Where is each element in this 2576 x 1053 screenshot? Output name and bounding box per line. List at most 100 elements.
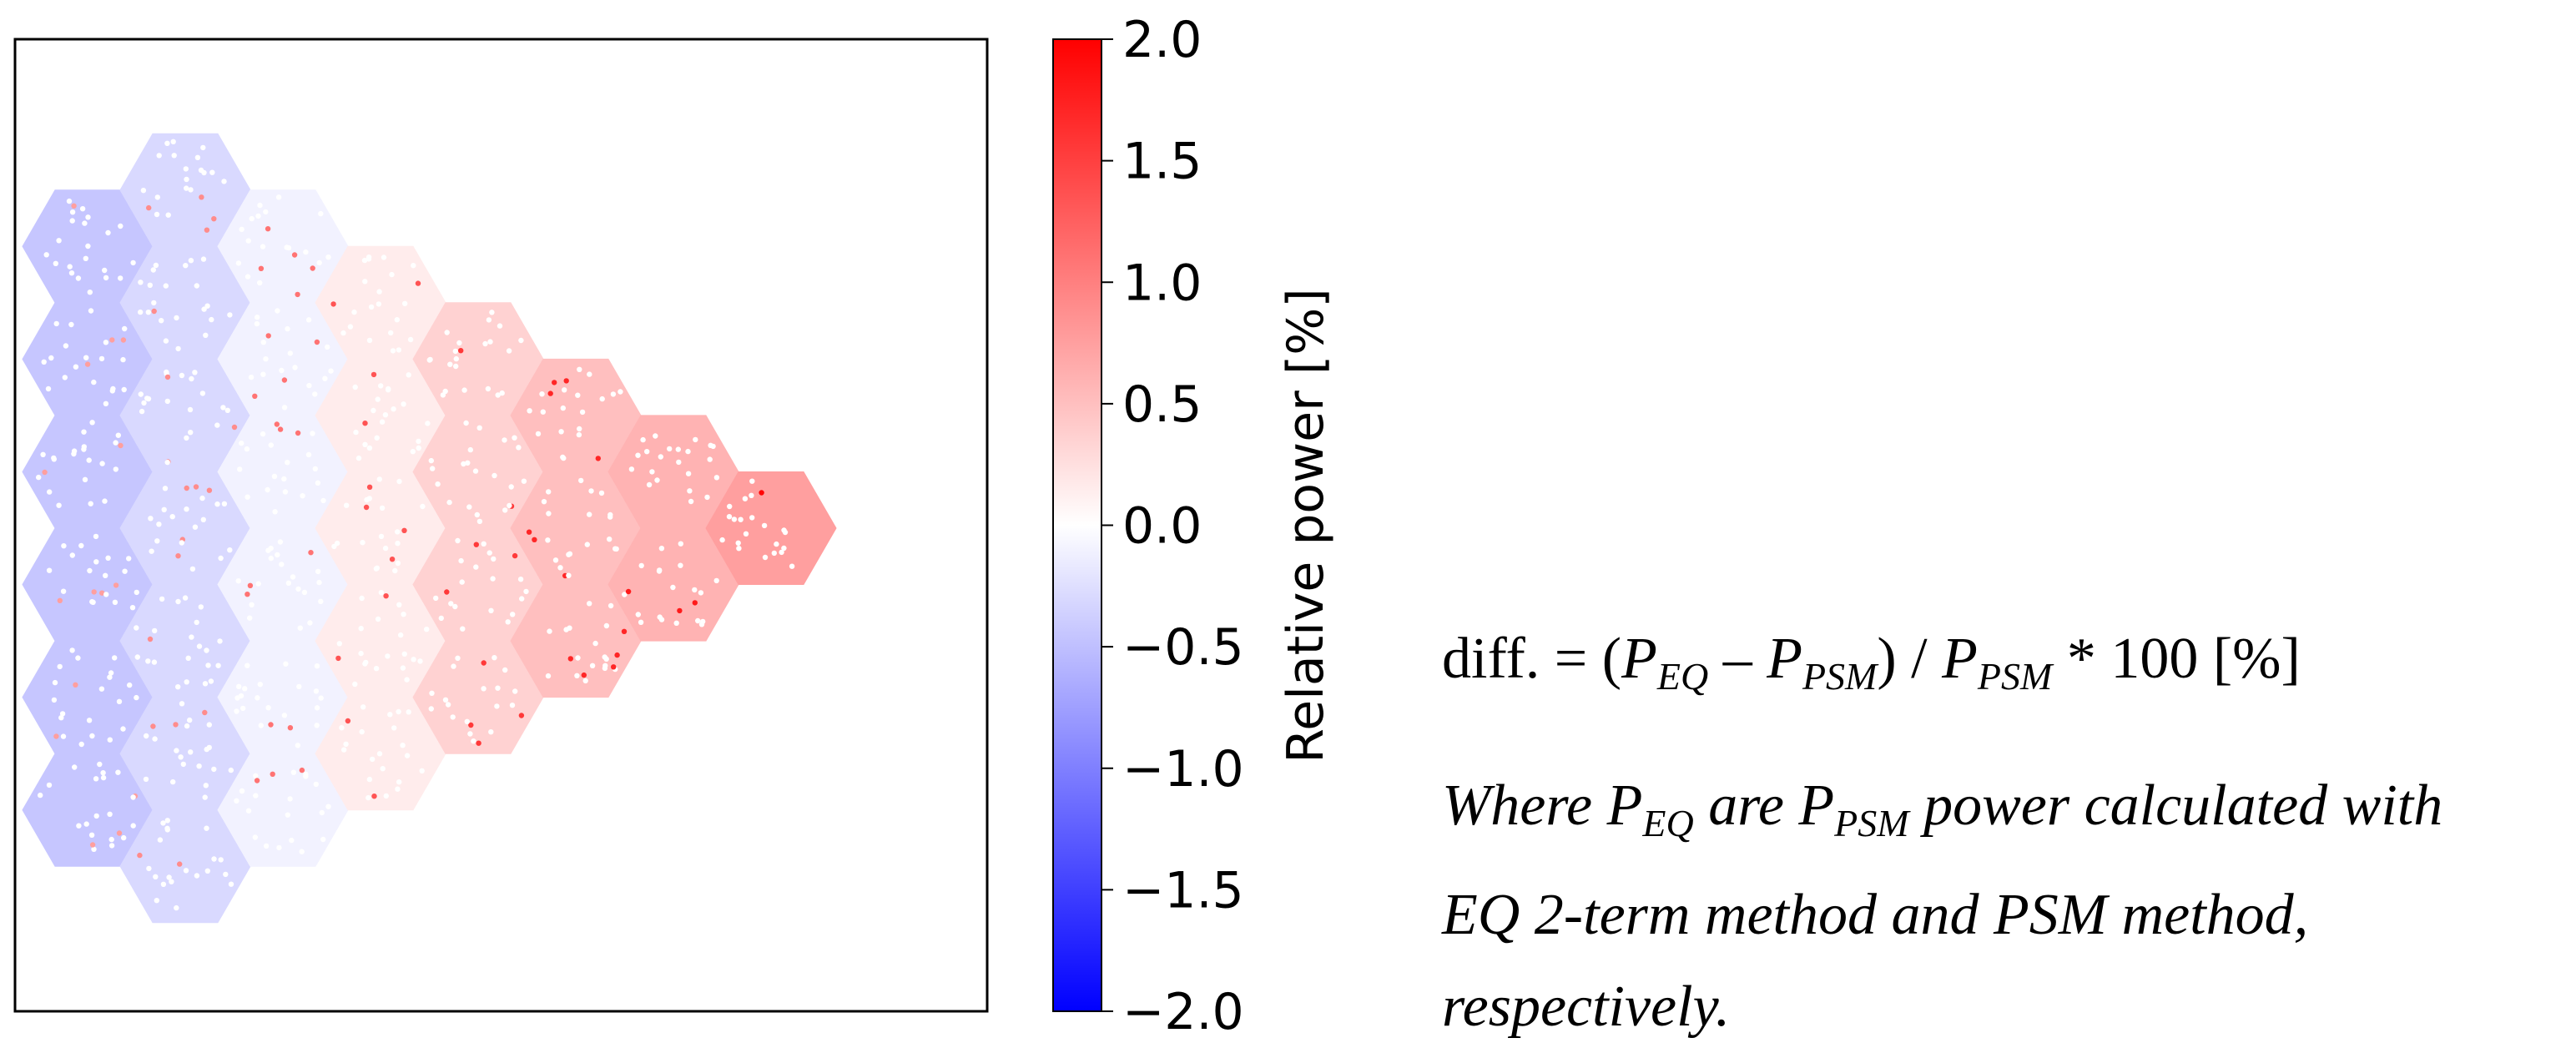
pin-dot	[492, 655, 497, 661]
pin-dot	[319, 809, 325, 816]
pin-dot	[268, 545, 274, 552]
pin-dot	[255, 315, 260, 320]
pin-dot	[540, 409, 546, 415]
pin-dot	[234, 708, 239, 714]
pin-dot	[401, 651, 407, 657]
pin-dot	[281, 713, 288, 718]
pin-dot	[453, 363, 459, 370]
pin-dot	[512, 552, 518, 559]
pin-dot	[433, 595, 439, 602]
pin-dot	[179, 540, 184, 546]
pin-dot	[366, 445, 373, 451]
pin-dot	[187, 406, 194, 413]
pin-dot	[341, 747, 347, 753]
pin-dots-layer	[36, 139, 795, 911]
pin-dot	[177, 861, 183, 867]
pin-dot	[289, 837, 295, 844]
pin-dot	[486, 550, 492, 556]
pin-dot	[379, 419, 386, 425]
pin-dot	[395, 786, 401, 792]
pin-dot	[215, 663, 221, 668]
pin-dot	[698, 590, 704, 596]
pin-dot	[203, 783, 209, 788]
pin-dot	[169, 879, 174, 884]
pin-dot	[118, 442, 124, 449]
pin-dot	[156, 153, 162, 159]
pin-dot	[314, 723, 320, 728]
pin-dot	[416, 445, 421, 451]
pin-dot	[325, 804, 331, 809]
pin-dot	[420, 503, 426, 510]
pin-dot	[163, 338, 169, 344]
pin-dot	[373, 666, 380, 672]
pin-dot	[587, 511, 592, 517]
pin-dot	[516, 445, 522, 451]
pin-dot	[567, 551, 573, 557]
pin-dot	[69, 218, 75, 224]
pin-dot	[370, 756, 376, 763]
pin-dot	[473, 564, 479, 570]
pin-dot	[761, 522, 768, 529]
pin-dot	[339, 725, 345, 731]
pin-dot	[134, 589, 139, 596]
pin-dot	[144, 733, 149, 739]
pin-dot	[453, 355, 459, 362]
pin-dot	[105, 229, 111, 236]
hex-assembly-layer	[22, 133, 837, 924]
pin-dot	[240, 705, 246, 712]
pin-dot	[389, 557, 396, 562]
pin-dot	[218, 857, 224, 863]
pin-dot	[396, 478, 402, 485]
pin-dot	[239, 226, 244, 233]
pin-dot	[166, 874, 172, 880]
pin-dot	[506, 348, 512, 354]
pin-dot	[157, 837, 164, 843]
pin-dot	[558, 429, 564, 435]
pin-dot	[464, 718, 470, 724]
pin-dot	[154, 194, 160, 200]
pin-dot	[455, 655, 461, 661]
pin-dot	[99, 461, 105, 466]
pin-dot	[217, 638, 223, 644]
pin-dot	[749, 492, 754, 498]
pin-dot	[308, 550, 314, 556]
pin-dot	[71, 203, 77, 209]
pin-dot	[314, 339, 320, 345]
pin-dot	[415, 280, 421, 286]
pin-dot	[359, 595, 365, 602]
pin-dot	[461, 461, 466, 467]
pin-dot	[713, 475, 720, 481]
pin-dot	[314, 705, 320, 711]
pin-dot	[85, 243, 91, 249]
pin-dot	[61, 543, 67, 549]
pin-dot	[378, 533, 385, 540]
pin-dot	[392, 567, 398, 574]
pin-dot	[285, 325, 290, 332]
pin-dot	[285, 812, 290, 818]
pin-dot	[184, 176, 189, 183]
colorbar-tick-label: 0.0	[1122, 497, 1202, 556]
pin-dot	[296, 683, 302, 690]
pin-dot	[165, 212, 171, 218]
pin-dot	[378, 590, 385, 596]
pin-dot	[708, 442, 713, 448]
pin-dot	[184, 185, 189, 191]
pin-dot	[147, 636, 154, 642]
pin-dot	[743, 531, 749, 537]
pin-dot	[248, 374, 255, 380]
pin-dot	[299, 767, 305, 773]
pin-dot	[465, 460, 471, 466]
pin-dot	[145, 396, 152, 402]
pin-dot	[221, 179, 227, 184]
pin-dot	[159, 596, 165, 602]
pin-dot	[482, 340, 488, 347]
pin-dot	[438, 615, 444, 622]
pin-dot	[145, 310, 151, 315]
pin-dot	[265, 226, 271, 232]
pin-dot	[204, 303, 210, 309]
pin-dot	[488, 607, 494, 613]
pin-dot	[653, 433, 658, 439]
pin-dot	[258, 723, 264, 728]
pin-dot	[640, 436, 646, 443]
pin-dot	[467, 731, 473, 737]
